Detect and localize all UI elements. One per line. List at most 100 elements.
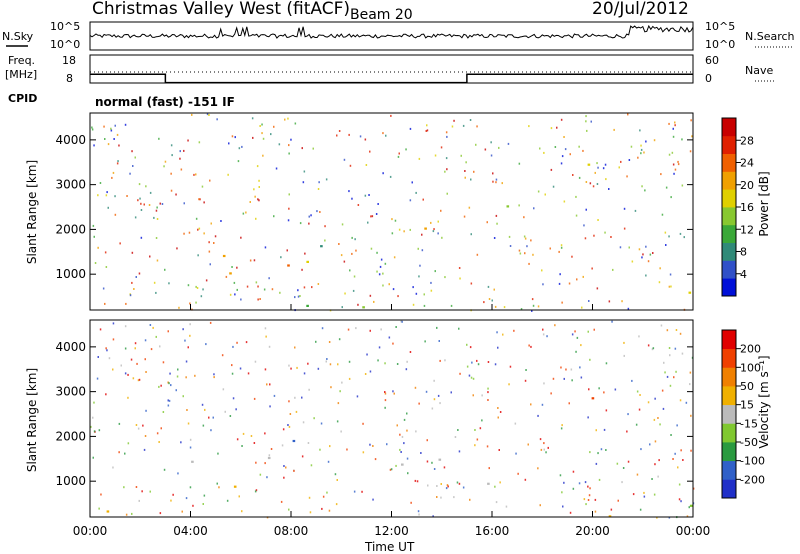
noise-cell bbox=[269, 405, 271, 408]
noise-cell bbox=[433, 468, 436, 470]
noise-cell bbox=[286, 249, 288, 252]
noise-cell bbox=[654, 397, 656, 400]
noise-cell bbox=[242, 212, 245, 215]
noise-cell bbox=[114, 124, 116, 127]
noise-cell bbox=[524, 379, 527, 382]
noise-cell bbox=[268, 345, 271, 348]
noise-cell bbox=[425, 390, 428, 393]
noise-cell bbox=[610, 508, 613, 511]
noise-cell bbox=[208, 416, 210, 419]
noise-cell bbox=[421, 249, 424, 252]
noise-cell bbox=[433, 228, 435, 231]
noise-cell bbox=[134, 156, 136, 159]
noise-cell bbox=[369, 370, 372, 373]
noise-cell bbox=[520, 308, 523, 311]
noise-cell bbox=[440, 209, 442, 212]
noise-cell bbox=[145, 185, 147, 188]
noise-cell bbox=[175, 389, 177, 392]
noise-cell bbox=[406, 429, 408, 432]
cpid-label: CPID bbox=[8, 92, 37, 105]
noise-cell bbox=[296, 366, 298, 369]
noise-cell bbox=[392, 342, 394, 345]
noise-cell bbox=[112, 338, 115, 341]
cpid-value: normal (fast) -151 IF bbox=[95, 95, 235, 109]
noise-cell bbox=[91, 128, 94, 131]
noise-cell bbox=[348, 190, 350, 193]
noise-cell bbox=[541, 269, 543, 272]
noise-cell bbox=[93, 235, 95, 238]
nsearch-tick-top: 10^5 bbox=[705, 20, 735, 33]
noise-cell bbox=[403, 230, 405, 233]
noise-cell bbox=[200, 295, 203, 298]
noise-cell bbox=[508, 383, 510, 386]
noise-cell bbox=[418, 513, 420, 516]
noise-cell bbox=[470, 376, 473, 379]
noise-cell bbox=[580, 344, 582, 347]
colorbar-tick-label: 15 bbox=[740, 399, 754, 412]
noise-cell bbox=[415, 292, 418, 295]
noise-cell bbox=[472, 377, 475, 380]
noise-cell bbox=[532, 304, 535, 307]
noise-cell bbox=[110, 129, 113, 132]
noise-cell bbox=[470, 178, 472, 181]
noise-cell bbox=[213, 376, 215, 379]
noise-cell bbox=[438, 340, 440, 342]
noise-cell bbox=[560, 118, 563, 121]
noise-cell bbox=[637, 156, 639, 159]
noise-cell bbox=[216, 482, 218, 485]
velocity-colorbar-label: Velocity [m s⁻¹] bbox=[757, 355, 771, 448]
colorbar-swatch bbox=[722, 242, 736, 261]
echo-cell bbox=[362, 306, 365, 309]
noise-cell bbox=[484, 148, 487, 151]
noise-cell bbox=[380, 328, 382, 331]
noise-cell bbox=[340, 430, 342, 433]
noise-cell bbox=[301, 396, 303, 399]
noise-cell bbox=[683, 236, 685, 239]
noise-cell bbox=[431, 407, 434, 410]
noise-cell bbox=[493, 288, 495, 291]
noise-cell bbox=[617, 499, 619, 502]
noise-cell bbox=[474, 444, 476, 447]
colorbar-swatch bbox=[722, 260, 736, 279]
noise-cell bbox=[336, 420, 339, 423]
noise-cell bbox=[329, 363, 332, 366]
noise-cell bbox=[638, 335, 640, 338]
noise-cell bbox=[96, 377, 99, 380]
noise-cell bbox=[251, 117, 254, 120]
noise-cell bbox=[133, 288, 135, 290]
noise-cell bbox=[494, 305, 497, 308]
noise-cell bbox=[445, 487, 448, 490]
noise-cell bbox=[196, 287, 199, 289]
noise-cell bbox=[627, 460, 630, 463]
noise-cell bbox=[202, 288, 204, 291]
noise-cell bbox=[656, 516, 658, 519]
noise-cell bbox=[469, 346, 472, 349]
noise-cell bbox=[180, 441, 182, 444]
noise-cell bbox=[202, 503, 204, 505]
noise-cell bbox=[671, 151, 674, 154]
noise-cell bbox=[338, 130, 341, 132]
noise-cell bbox=[585, 503, 587, 506]
noise-cell bbox=[411, 181, 413, 184]
noise-cell bbox=[593, 234, 595, 237]
noise-cell bbox=[397, 295, 399, 298]
noise-cell bbox=[125, 302, 127, 305]
noise-cell bbox=[487, 387, 489, 390]
noise-cell bbox=[231, 266, 233, 268]
noise-cell bbox=[523, 235, 526, 238]
noise-cell bbox=[257, 198, 259, 201]
noise-cell bbox=[545, 451, 547, 454]
noise-cell bbox=[659, 423, 661, 426]
nsky-tick-top: 10^5 bbox=[50, 20, 80, 33]
noise-cell bbox=[356, 395, 359, 398]
noise-cell bbox=[385, 134, 387, 137]
noise-cell bbox=[530, 345, 532, 348]
noise-cell bbox=[208, 250, 211, 253]
noise-cell bbox=[391, 218, 393, 221]
noise-cell bbox=[124, 347, 127, 350]
noise-cell bbox=[495, 181, 497, 184]
noise-cell bbox=[138, 272, 141, 275]
noise-cell bbox=[389, 175, 392, 178]
noise-cell bbox=[518, 162, 521, 165]
echo-cell bbox=[608, 515, 612, 518]
